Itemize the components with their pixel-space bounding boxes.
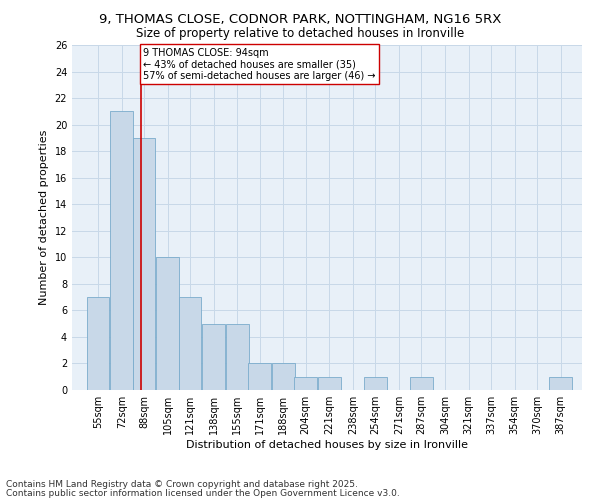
Text: Contains HM Land Registry data © Crown copyright and database right 2025.: Contains HM Land Registry data © Crown c… <box>6 480 358 489</box>
Bar <box>272 364 295 390</box>
Bar <box>364 376 386 390</box>
Bar <box>550 376 572 390</box>
Bar <box>87 297 109 390</box>
Text: 9 THOMAS CLOSE: 94sqm
← 43% of detached houses are smaller (35)
57% of semi-deta: 9 THOMAS CLOSE: 94sqm ← 43% of detached … <box>143 48 376 81</box>
Text: Contains public sector information licensed under the Open Government Licence v3: Contains public sector information licen… <box>6 488 400 498</box>
Bar <box>133 138 155 390</box>
Y-axis label: Number of detached properties: Number of detached properties <box>39 130 49 305</box>
Bar <box>295 376 317 390</box>
Text: 9, THOMAS CLOSE, CODNOR PARK, NOTTINGHAM, NG16 5RX: 9, THOMAS CLOSE, CODNOR PARK, NOTTINGHAM… <box>99 12 501 26</box>
Bar <box>157 258 179 390</box>
Bar <box>202 324 225 390</box>
Bar <box>410 376 433 390</box>
Bar <box>318 376 341 390</box>
Bar <box>226 324 248 390</box>
Bar <box>110 112 133 390</box>
Bar <box>179 297 202 390</box>
Text: Size of property relative to detached houses in Ironville: Size of property relative to detached ho… <box>136 28 464 40</box>
X-axis label: Distribution of detached houses by size in Ironville: Distribution of detached houses by size … <box>186 440 468 450</box>
Bar <box>248 364 271 390</box>
